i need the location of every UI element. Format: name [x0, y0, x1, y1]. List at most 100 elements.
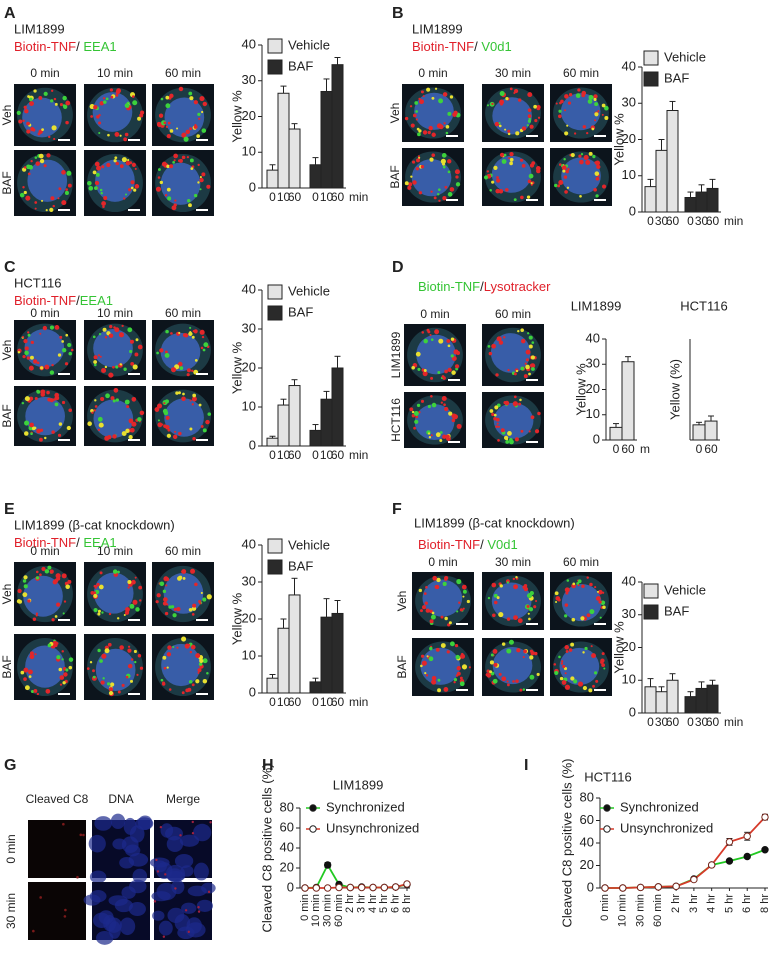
signal-dot	[513, 395, 517, 399]
nucleus	[152, 910, 165, 921]
signal-dot	[163, 666, 167, 670]
legend-label: Vehicle	[288, 537, 330, 552]
signal-dot	[501, 159, 507, 164]
signal-dot	[496, 336, 502, 342]
signal-dot	[411, 160, 415, 164]
signal-dot	[21, 401, 25, 405]
stain-part: /	[480, 537, 487, 552]
signal-dot	[33, 89, 37, 93]
signal-dot	[515, 679, 519, 683]
column-label: 0 min	[420, 307, 449, 321]
signal-dot	[497, 425, 501, 428]
signal-dot	[559, 676, 564, 681]
signal-dot	[566, 579, 570, 582]
signal-dot	[41, 566, 46, 572]
signal-dot	[507, 368, 510, 372]
error-bar	[312, 157, 319, 165]
signal-dot	[437, 188, 441, 192]
signal-dot	[427, 130, 431, 135]
signal-dot	[170, 367, 177, 373]
y-tick-label: 10	[242, 647, 256, 662]
signal-dot	[411, 366, 415, 370]
signal-dot	[29, 654, 35, 660]
signal-dot	[599, 616, 602, 619]
signal-dot	[98, 131, 101, 135]
signal-dot	[507, 132, 511, 136]
y-tick-label: 0	[249, 179, 256, 194]
signal-dot	[520, 195, 524, 200]
signal-dot	[493, 416, 497, 421]
signal-dot	[127, 586, 130, 589]
signal-dot	[495, 417, 500, 422]
signal-dot	[100, 192, 103, 195]
x-tick-label: 10 min	[617, 894, 629, 927]
signal-dot	[130, 658, 134, 661]
signal-dot	[446, 650, 450, 654]
signal-dot	[449, 187, 455, 192]
signal-dot	[179, 834, 182, 837]
signal-dot	[157, 422, 163, 428]
signal-dot	[505, 439, 510, 444]
row-label: BAF	[395, 655, 409, 678]
signal-dot	[564, 94, 569, 99]
signal-dot	[582, 125, 587, 129]
x-tick-label: 0	[312, 190, 319, 204]
signal-dot	[523, 649, 527, 654]
data-point	[323, 884, 332, 892]
signal-dot	[89, 661, 93, 664]
signal-dot	[24, 108, 29, 114]
signal-dot	[51, 125, 57, 131]
signal-dot	[159, 180, 164, 185]
signal-dot	[509, 87, 513, 91]
x-tick-label: 3 hr	[688, 894, 700, 913]
legend-swatch	[643, 604, 659, 620]
signal-dot	[492, 678, 498, 684]
bar	[609, 426, 623, 441]
column-label: 0 min	[30, 306, 59, 320]
signal-dot	[94, 161, 100, 167]
signal-dot	[176, 606, 181, 612]
signal-dot	[506, 680, 509, 683]
signal-dot	[101, 201, 106, 206]
x-tick-label: 10	[277, 190, 291, 204]
panel-letter: G	[4, 757, 16, 774]
signal-dot	[182, 576, 186, 580]
signal-dot	[570, 676, 575, 681]
y-tick-label: 0	[249, 437, 256, 452]
signal-dot	[160, 97, 164, 101]
signal-dot	[185, 129, 191, 135]
bar	[266, 437, 279, 447]
signal-dot	[437, 371, 441, 374]
signal-dot	[199, 176, 202, 179]
signal-dot	[26, 121, 30, 126]
signal-dot	[29, 651, 34, 656]
column-label: 0 min	[418, 66, 447, 80]
signal-dot	[189, 127, 193, 131]
signal-dot	[22, 579, 27, 583]
nucleus	[491, 582, 532, 620]
signal-dot	[172, 160, 175, 164]
x-tick-label: 4 hr	[706, 894, 718, 913]
signal-dot	[199, 177, 204, 183]
bar	[655, 691, 668, 714]
signal-dot	[61, 573, 67, 579]
signal-dot	[97, 416, 103, 422]
signal-dot	[602, 605, 606, 610]
signal-dot	[585, 160, 591, 165]
signal-dot	[442, 165, 446, 169]
signal-dot	[509, 161, 513, 166]
y-tick-label: 40	[622, 573, 636, 588]
signal-dot	[96, 115, 100, 119]
signal-dot	[158, 113, 164, 118]
signal-dot	[36, 692, 40, 696]
micrograph	[152, 562, 214, 626]
signal-dot	[110, 95, 114, 99]
signal-dot	[451, 418, 456, 423]
nucleus	[132, 868, 148, 884]
signal-dot	[61, 650, 64, 653]
signal-dot	[426, 655, 429, 658]
signal-dot	[188, 607, 193, 612]
signal-dot	[189, 650, 193, 654]
signal-dot	[595, 194, 599, 198]
signal-dot	[498, 340, 504, 345]
